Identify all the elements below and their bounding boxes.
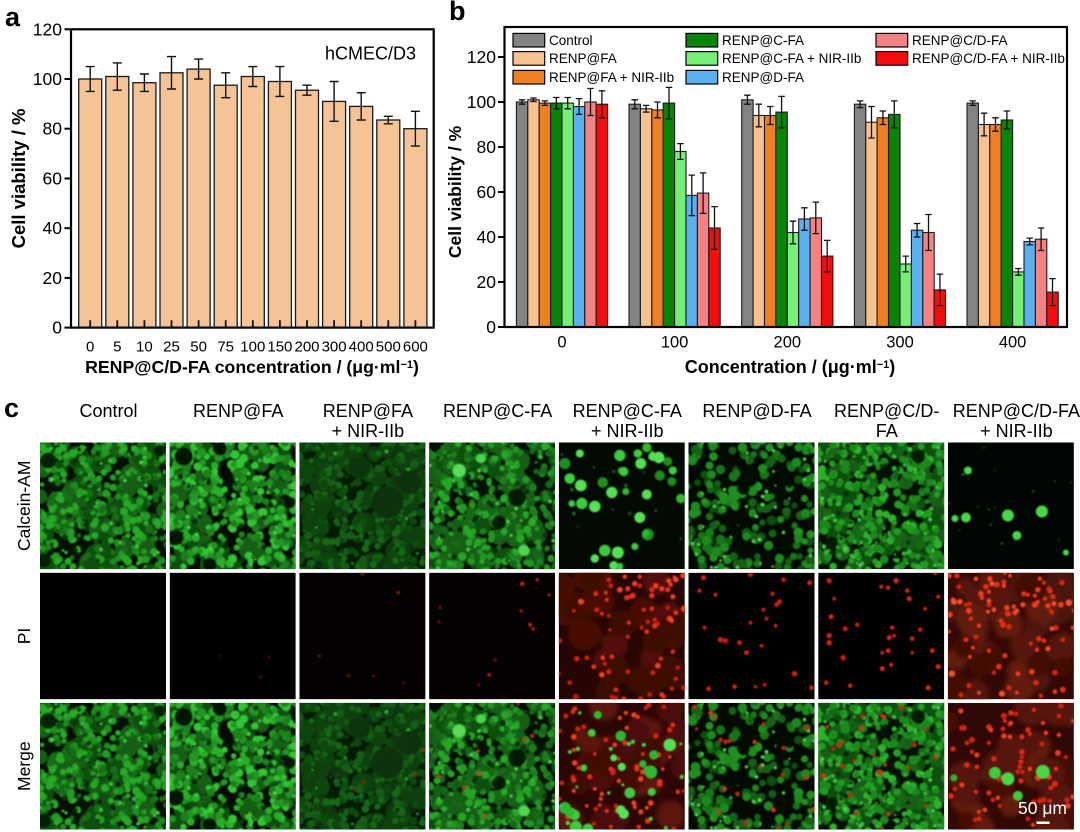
svg-text:50 μm: 50 μm (1018, 798, 1067, 818)
svg-text:b: b (449, 0, 466, 26)
svg-text:100: 100 (661, 334, 689, 352)
svg-text:120: 120 (33, 19, 62, 39)
svg-text:FA: FA (876, 421, 898, 441)
svg-text:hCMEC/D3: hCMEC/D3 (325, 44, 416, 64)
svg-text:40: 40 (43, 218, 63, 238)
svg-text:+ NIR-IIb: + NIR-IIb (980, 421, 1053, 441)
svg-text:25: 25 (163, 339, 180, 356)
svg-text:400: 400 (999, 334, 1027, 352)
svg-text:0: 0 (52, 318, 62, 338)
svg-text:Merge: Merge (14, 741, 34, 791)
svg-text:150: 150 (267, 339, 292, 356)
svg-text:600: 600 (403, 339, 428, 356)
svg-text:RENP@C/D-FA + NIR-IIb: RENP@C/D-FA + NIR-IIb (912, 51, 1065, 66)
svg-text:c: c (4, 393, 19, 423)
svg-text:RENP@C-FA: RENP@C-FA (443, 401, 552, 421)
svg-text:RENP@C/D-: RENP@C/D- (834, 401, 939, 421)
svg-text:100: 100 (240, 339, 265, 356)
svg-text:RENP@FA: RENP@FA (193, 401, 283, 421)
svg-text:20: 20 (477, 272, 497, 292)
svg-text:Calcein-AM: Calcein-AM (14, 461, 34, 551)
svg-text:100: 100 (33, 69, 62, 89)
svg-text:RENP@C/D-FA: RENP@C/D-FA (912, 33, 1007, 48)
svg-text:RENP@FA: RENP@FA (549, 51, 617, 66)
svg-text:RENP@C-FA + NIR-IIb: RENP@C-FA + NIR-IIb (722, 51, 861, 66)
svg-text:Cell viability / %: Cell viability / % (445, 125, 465, 258)
svg-text:75: 75 (217, 339, 234, 356)
svg-text:200: 200 (774, 334, 802, 352)
svg-text:200: 200 (294, 339, 319, 356)
svg-text:RENP@C-FA: RENP@C-FA (573, 401, 682, 421)
svg-text:500: 500 (376, 339, 401, 356)
svg-text:10: 10 (136, 339, 153, 356)
svg-text:20: 20 (43, 268, 63, 288)
svg-text:5: 5 (113, 339, 121, 356)
svg-text:80: 80 (43, 119, 63, 139)
svg-text:300: 300 (886, 334, 914, 352)
svg-text:+ NIR-IIb: + NIR-IIb (332, 421, 405, 441)
svg-text:a: a (5, 2, 21, 32)
svg-text:60: 60 (43, 169, 63, 189)
svg-text:60: 60 (477, 182, 497, 202)
svg-text:400: 400 (349, 339, 374, 356)
svg-text:RENP@C/D-FA concentration / (μ: RENP@C/D-FA concentration / (μg·ml−1) (85, 357, 419, 377)
svg-text:0: 0 (486, 317, 496, 337)
svg-text:RENP@D-FA: RENP@D-FA (722, 70, 804, 85)
svg-text:RENP@C-FA: RENP@C-FA (722, 33, 804, 48)
svg-text:80: 80 (477, 137, 497, 157)
svg-text:Cell viability / %: Cell viability / % (8, 109, 29, 249)
svg-text:Control: Control (549, 33, 593, 48)
svg-text:100: 100 (467, 92, 496, 112)
svg-text:0: 0 (86, 339, 94, 356)
svg-text:Concentration / (μg·ml−1): Concentration / (μg·ml−1) (685, 357, 896, 377)
svg-text:120: 120 (467, 47, 496, 67)
svg-text:RENP@C/D-FA: RENP@C/D-FA (953, 401, 1080, 421)
svg-text:+ NIR-IIb: + NIR-IIb (591, 421, 664, 441)
svg-text:RENP@FA + NIR-IIb: RENP@FA + NIR-IIb (549, 70, 674, 85)
svg-text:300: 300 (322, 339, 347, 356)
svg-text:Control: Control (79, 401, 137, 421)
svg-text:RENP@D-FA: RENP@D-FA (702, 401, 811, 421)
svg-text:50: 50 (190, 339, 207, 356)
svg-text:0: 0 (557, 334, 566, 352)
svg-text:RENP@FA: RENP@FA (323, 401, 413, 421)
svg-text:40: 40 (477, 227, 497, 247)
svg-text:PI: PI (14, 628, 34, 645)
